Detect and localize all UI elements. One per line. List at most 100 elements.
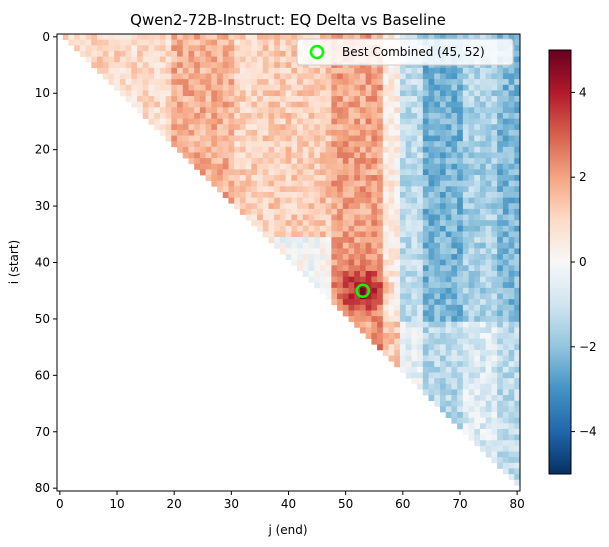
heatmap-cell (451, 344, 458, 351)
heatmap-cell (514, 333, 521, 340)
heatmap-cell (508, 158, 515, 165)
heatmap-cell (285, 90, 292, 97)
heatmap-cell (382, 191, 389, 198)
heatmap-cell (365, 112, 372, 119)
heatmap-cell (257, 214, 264, 221)
heatmap-cell (399, 129, 407, 136)
heatmap-cell (359, 203, 367, 210)
heatmap-cell (468, 79, 475, 86)
heatmap-cell (479, 101, 487, 108)
heatmap-cell (257, 90, 264, 97)
heatmap-cell (411, 287, 418, 294)
heatmap-cell (279, 79, 286, 86)
heatmap-cell (457, 270, 464, 277)
heatmap-cell (417, 208, 424, 215)
heatmap-cell (199, 50, 206, 57)
heatmap-cell (491, 423, 498, 430)
heatmap-cell (365, 180, 372, 187)
heatmap-cell (194, 67, 201, 74)
heatmap-cell (274, 135, 281, 142)
heatmap-cell (377, 321, 384, 328)
heatmap-cell (217, 96, 224, 103)
heatmap-cell (297, 231, 304, 238)
heatmap-cell (434, 333, 441, 340)
heatmap-cell (359, 79, 367, 86)
heatmap-cell (159, 56, 166, 63)
heatmap-cell (314, 214, 321, 221)
heatmap-cell (222, 175, 229, 182)
heatmap-cell (411, 180, 418, 187)
heatmap-cell (279, 39, 286, 46)
heatmap-cell (188, 129, 195, 136)
heatmap-cell (451, 191, 458, 198)
heatmap-cell (114, 45, 121, 52)
heatmap-cell (451, 248, 458, 255)
heatmap-cell (479, 316, 487, 323)
heatmap-cell (199, 107, 206, 114)
heatmap-cell (468, 270, 475, 277)
heatmap-cell (211, 84, 218, 91)
heatmap-cell (297, 242, 304, 249)
heatmap-cell (194, 152, 201, 159)
heatmap-cell (502, 248, 509, 255)
heatmap-cell (285, 191, 292, 198)
heatmap-cell (319, 180, 327, 187)
heatmap-cell (462, 299, 469, 306)
heatmap-cell (314, 96, 321, 103)
heatmap-cell (514, 169, 521, 176)
heatmap-cell (417, 90, 424, 97)
heatmap-cell (297, 118, 304, 125)
heatmap-cell (97, 34, 104, 40)
heatmap-cell (291, 50, 298, 57)
heatmap-cell (182, 73, 189, 80)
heatmap-cell (428, 141, 435, 148)
heatmap-cell (411, 304, 418, 311)
heatmap-cell (359, 220, 367, 227)
heatmap-cell (468, 406, 475, 413)
heatmap-cell (234, 67, 241, 74)
heatmap-cell (394, 310, 401, 317)
heatmap-cell (434, 270, 441, 277)
heatmap-cell (234, 141, 241, 148)
heatmap-cell (491, 349, 498, 356)
heatmap-cell (479, 129, 487, 136)
heatmap-cell (262, 169, 269, 176)
heatmap-cell (365, 225, 372, 232)
heatmap-cell (468, 327, 475, 334)
heatmap-cell (365, 321, 372, 328)
heatmap-cell (479, 124, 487, 131)
heatmap-cell (217, 56, 224, 63)
heatmap-cell (302, 90, 309, 97)
heatmap-cell (451, 107, 458, 114)
heatmap-cell (319, 129, 327, 136)
heatmap-cell (479, 107, 487, 114)
heatmap-cell (439, 395, 447, 402)
heatmap-cell (405, 135, 412, 142)
heatmap-cell (257, 186, 264, 193)
heatmap-cell (485, 34, 492, 40)
heatmap-cell (182, 79, 189, 86)
heatmap-cell (508, 299, 515, 306)
heatmap-cell (388, 175, 395, 182)
heatmap-cell (91, 50, 98, 57)
heatmap-cell (491, 208, 498, 215)
heatmap-cell (302, 135, 309, 142)
heatmap-cell (388, 282, 395, 289)
heatmap-cell (257, 203, 264, 210)
heatmap-cell (388, 225, 395, 232)
heatmap-cell (508, 395, 515, 402)
heatmap-cell (114, 56, 121, 63)
heatmap-cell (302, 259, 309, 266)
heatmap-cell (468, 135, 475, 142)
heatmap-cell (268, 158, 275, 165)
heatmap-cell (485, 79, 492, 86)
heatmap-cell (445, 321, 452, 328)
heatmap-cell (337, 135, 344, 142)
heatmap-cell (428, 304, 435, 311)
heatmap-cell (302, 270, 309, 277)
heatmap-cell (491, 400, 498, 407)
heatmap-cell (234, 90, 241, 97)
heatmap-cell (399, 175, 407, 182)
heatmap-cell (359, 141, 367, 148)
heatmap-cell (411, 163, 418, 170)
